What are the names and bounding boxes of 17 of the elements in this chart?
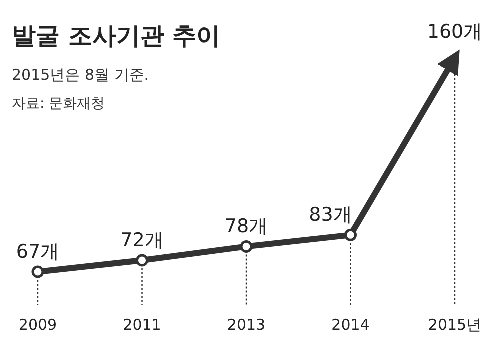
x-tick-label: 2011 [123, 316, 162, 334]
data-label: 83개 [309, 204, 352, 226]
chart-title: 발굴 조사기관 추이 [12, 22, 221, 50]
x-tick-label: 2015년 [428, 316, 482, 334]
annotation: 자료: 문화재청 [12, 96, 106, 112]
point [32, 266, 44, 278]
point [136, 254, 148, 267]
text: 2015년은 8월 기준. [12, 66, 150, 84]
data-label: 160개 [427, 21, 483, 43]
point [240, 240, 253, 253]
x-tick-label: 2009 [18, 316, 58, 334]
data-label: 72개 [120, 229, 164, 252]
x-tick-label: 2013 [227, 316, 266, 334]
x-tick-label: 2014 [332, 316, 370, 334]
data-label: 78개 [224, 216, 268, 238]
point [344, 228, 357, 242]
data-label: 67개 [16, 241, 60, 263]
